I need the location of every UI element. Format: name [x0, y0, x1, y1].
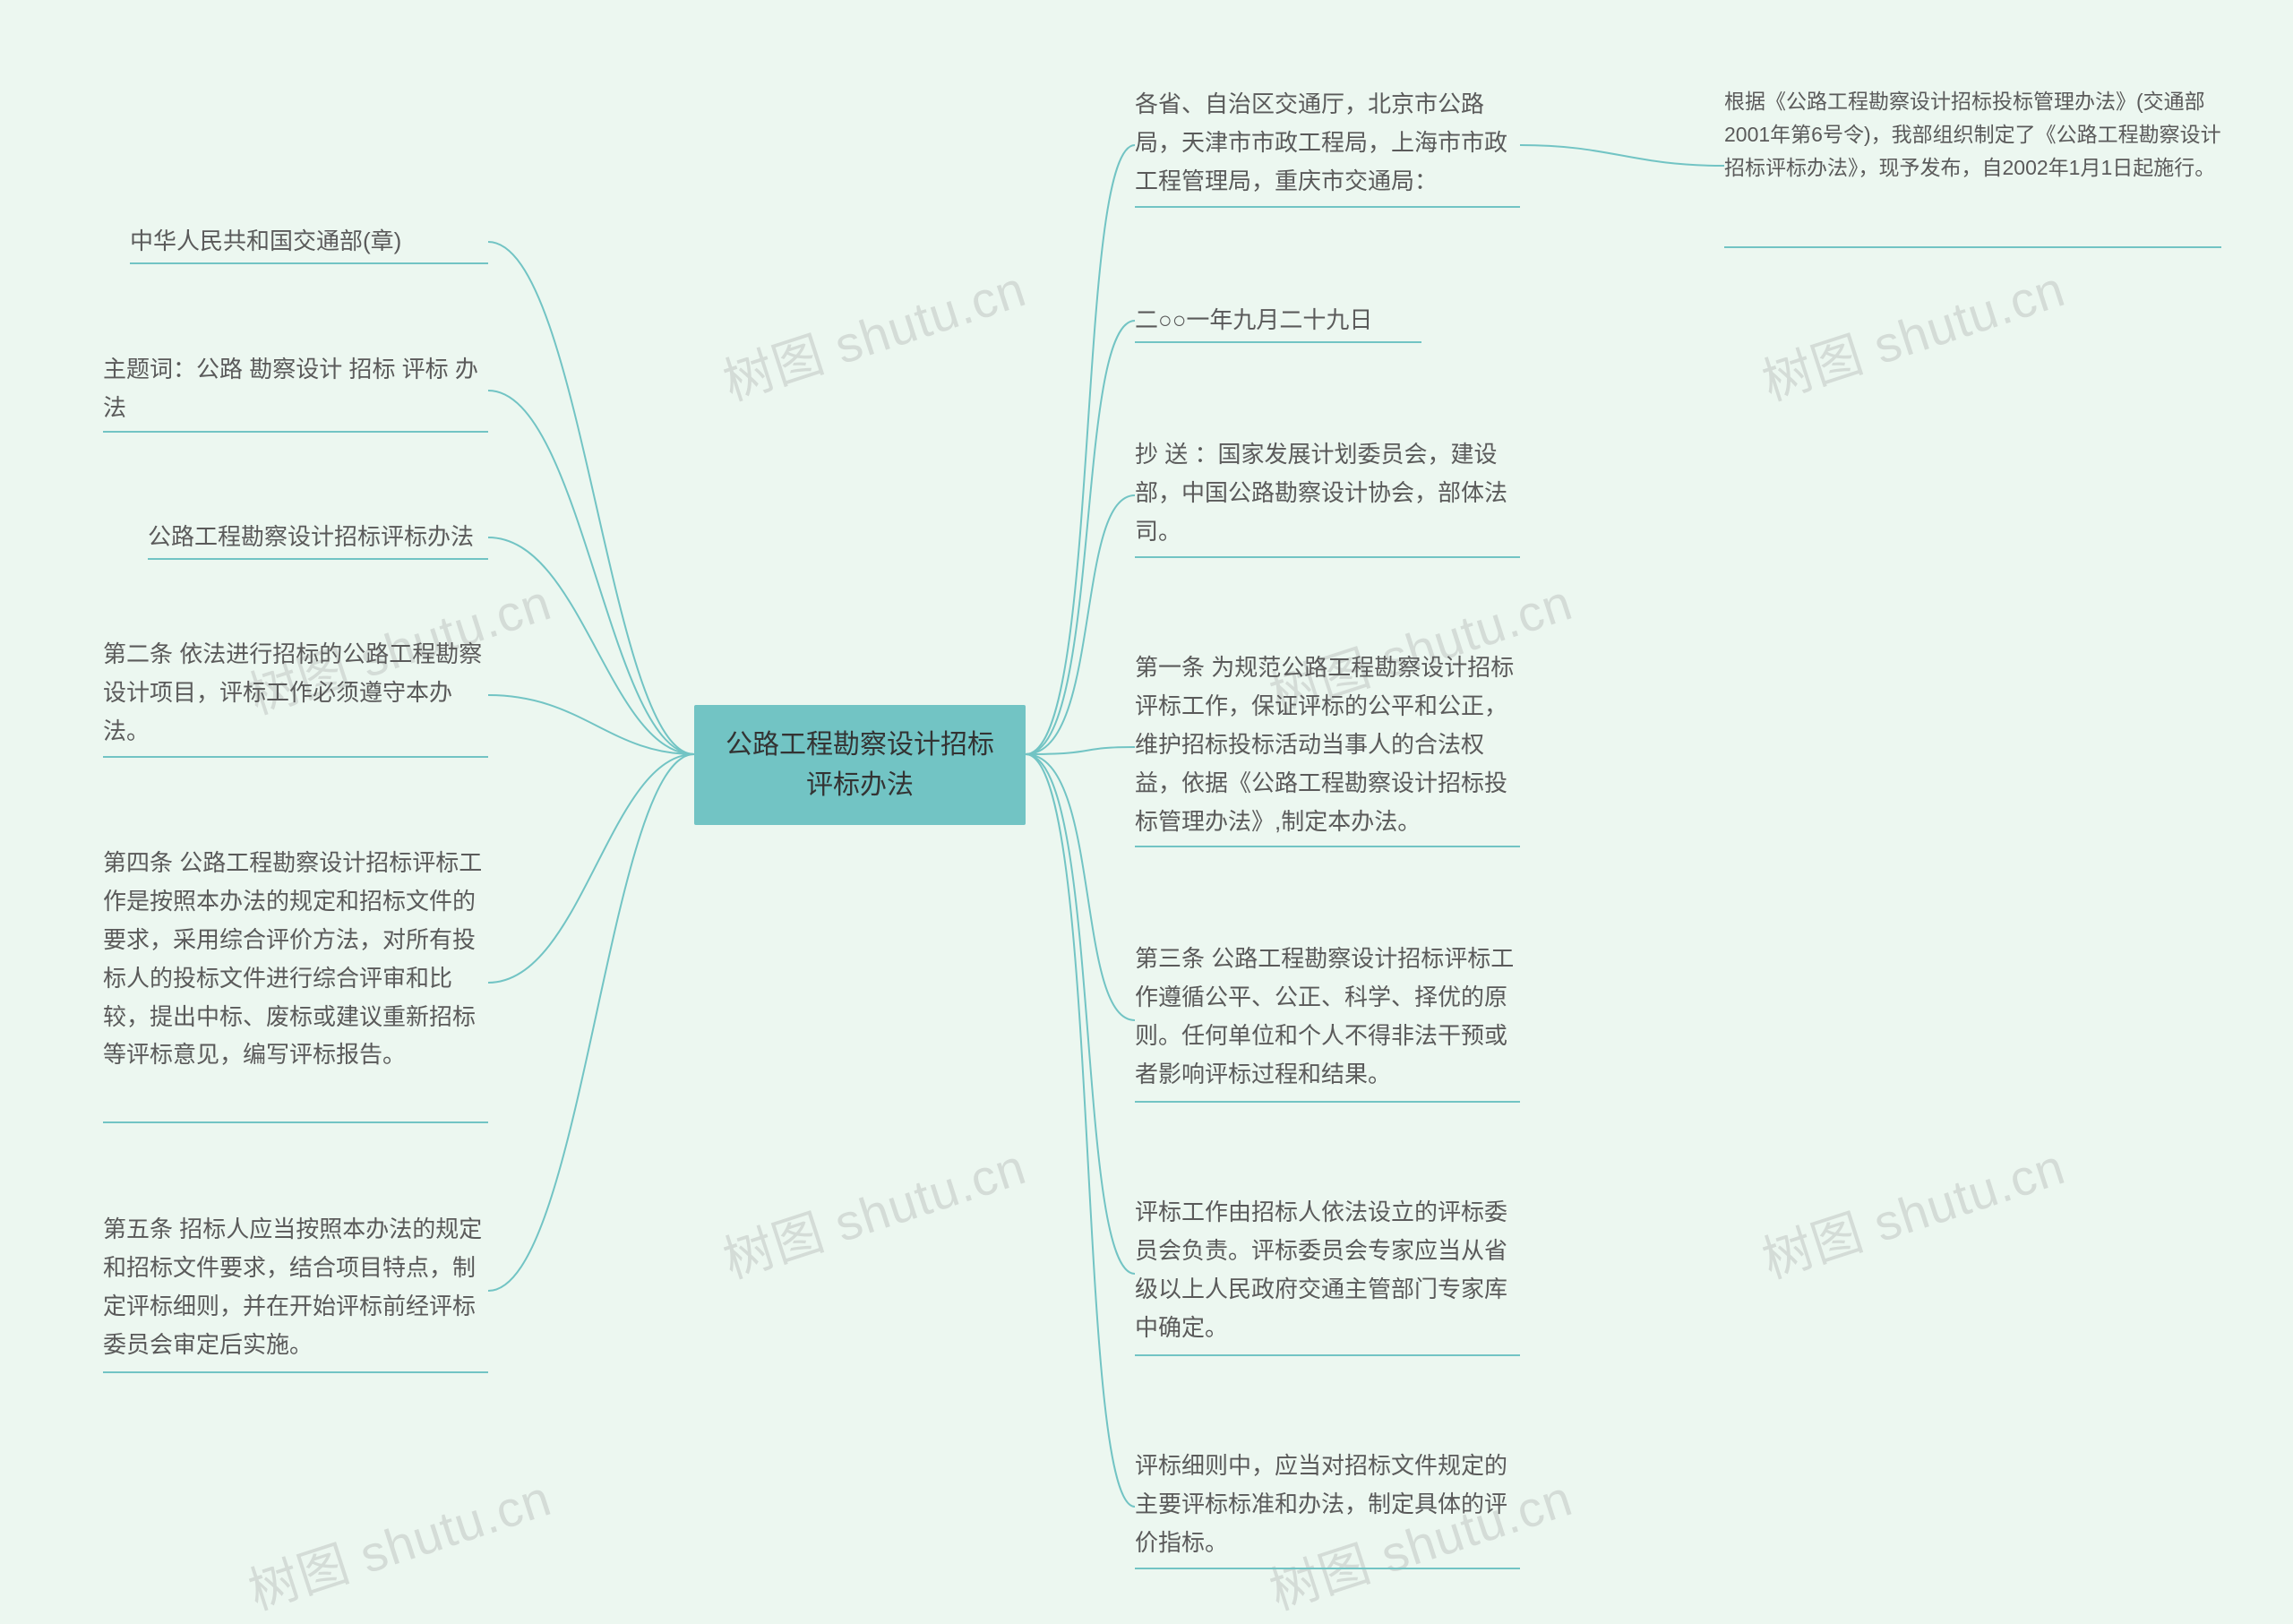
center-node: 公路工程勘察设计招标评标办法 — [694, 705, 1026, 825]
right-node-label: 二○○一年九月二十九日 — [1135, 306, 1372, 333]
node-underline — [103, 431, 488, 433]
watermark: 树图 shutu.cn — [1752, 1127, 2073, 1293]
center-label: 公路工程勘察设计招标评标办法 — [726, 730, 994, 800]
right-node-6: 评标细则中，应当对招标文件规定的主要评标标准和办法，制定具体的评价指标。 — [1135, 1447, 1520, 1562]
node-underline — [1135, 1568, 1520, 1569]
node-underline — [1135, 1354, 1520, 1356]
right-node-label: 抄 送 ：国家发展计划委员会，建设部，中国公路勘察设计协会，部体法司。 — [1135, 441, 1507, 545]
node-underline — [1135, 1101, 1520, 1103]
node-underline — [103, 1371, 488, 1373]
node-underline — [1724, 246, 2221, 248]
left-node-4: 第四条 公路工程勘察设计招标评标工作是按照本办法的规定和招标文件的要求，采用综合… — [103, 844, 488, 1074]
right-node-label: 评标细则中，应当对招标文件规定的主要评标标准和办法，制定具体的评价指标。 — [1135, 1452, 1507, 1556]
right-node-0: 各省、自治区交通厅，北京市公路局，天津市市政工程局，上海市市政工程管理局，重庆市… — [1135, 85, 1520, 201]
left-node-label: 中华人民共和国交通部(章) — [130, 228, 401, 254]
node-underline — [130, 262, 488, 264]
left-node-0: 中华人民共和国交通部(章) — [130, 222, 488, 261]
right-node-1: 二○○一年九月二十九日 — [1135, 301, 1421, 339]
right-child-node: 根据《公路工程勘察设计招标投标管理办法》(交通部2001年第6号令)，我部组织制… — [1724, 85, 2221, 184]
watermark: 树图 shutu.cn — [713, 1127, 1034, 1293]
node-underline — [1135, 206, 1520, 208]
left-node-label: 第二条 依法进行招标的公路工程勘察设计项目，评标工作必须遵守本办法。 — [103, 640, 482, 744]
right-node-4: 第三条 公路工程勘察设计招标评标工作遵循公平、公正、科学、择优的原则。任何单位和… — [1135, 940, 1520, 1094]
left-node-label: 第五条 招标人应当按照本办法的规定和招标文件要求，结合项目特点，制定评标细则，并… — [103, 1216, 482, 1358]
watermark: 树图 shutu.cn — [1752, 249, 2073, 415]
watermark: 树图 shutu.cn — [713, 249, 1034, 415]
left-node-3: 第二条 依法进行招标的公路工程勘察设计项目，评标工作必须遵守本办法。 — [103, 635, 488, 751]
right-child-label: 根据《公路工程勘察设计招标投标管理办法》(交通部2001年第6号令)，我部组织制… — [1724, 90, 2221, 179]
right-node-label: 第一条 为规范公路工程勘察设计招标评标工作，保证评标的公平和公正，维护招标投标活… — [1135, 654, 1514, 835]
right-node-3: 第一条 为规范公路工程勘察设计招标评标工作，保证评标的公平和公正，维护招标投标活… — [1135, 649, 1520, 840]
node-underline — [1135, 846, 1520, 847]
right-node-label: 评标工作由招标人依法设立的评标委员会负责。评标委员会专家应当从省级以上人民政府交… — [1135, 1199, 1507, 1341]
left-node-label: 公路工程勘察设计招标评标办法 — [148, 523, 474, 550]
left-node-2: 公路工程勘察设计招标评标办法 — [148, 518, 488, 556]
right-node-5: 评标工作由招标人依法设立的评标委员会负责。评标委员会专家应当从省级以上人民政府交… — [1135, 1193, 1520, 1347]
node-underline — [148, 558, 488, 560]
left-node-1: 主题词：公路 勘察设计 招标 评标 办法 — [103, 350, 488, 427]
node-underline — [1135, 341, 1421, 343]
node-underline — [1135, 556, 1520, 558]
left-node-label: 主题词：公路 勘察设计 招标 评标 办法 — [103, 356, 478, 421]
right-node-label: 第三条 公路工程勘察设计招标评标工作遵循公平、公正、科学、择优的原则。任何单位和… — [1135, 945, 1514, 1087]
node-underline — [103, 756, 488, 758]
node-underline — [103, 1121, 488, 1123]
right-node-2: 抄 送 ：国家发展计划委员会，建设部，中国公路勘察设计协会，部体法司。 — [1135, 435, 1520, 551]
right-node-label: 各省、自治区交通厅，北京市公路局，天津市市政工程局，上海市市政工程管理局，重庆市… — [1135, 90, 1507, 194]
left-node-5: 第五条 招标人应当按照本办法的规定和招标文件要求，结合项目特点，制定评标细则，并… — [103, 1210, 488, 1364]
left-node-label: 第四条 公路工程勘察设计招标评标工作是按照本办法的规定和招标文件的要求，采用综合… — [103, 849, 482, 1068]
watermark: 树图 shutu.cn — [238, 1458, 559, 1624]
